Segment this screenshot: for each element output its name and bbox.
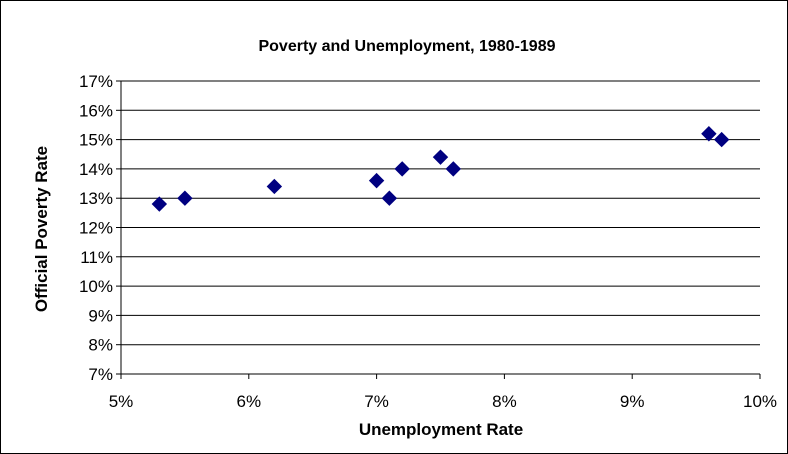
x-tick-label: 6%: [237, 392, 262, 411]
data-point: [434, 150, 448, 164]
y-tick-label: 13%: [79, 189, 113, 208]
y-axis-title: Official Poverty Rate: [32, 146, 51, 312]
y-tick-label: 15%: [79, 131, 113, 150]
y-tick-label: 17%: [79, 72, 113, 91]
grid-lines: [121, 81, 760, 374]
x-tick-label: 9%: [620, 392, 645, 411]
y-axis: 7% 8% 9% 10% 11% 12% 13% 14% 15% 16% 17%: [79, 72, 121, 384]
y-tick-label: 9%: [88, 306, 113, 325]
data-point: [382, 191, 396, 205]
data-point: [178, 191, 192, 205]
y-tick-label: 16%: [79, 101, 113, 120]
x-axis: 5% 6% 7% 8% 9% 10%: [109, 374, 777, 411]
y-tick-label: 11%: [80, 248, 113, 267]
data-point: [395, 162, 409, 176]
chart-title: Poverty and Unemployment, 1980-1989: [258, 38, 555, 55]
x-tick-label: 8%: [492, 392, 517, 411]
data-point: [715, 133, 729, 147]
data-point: [702, 127, 716, 141]
x-tick-label: 5%: [109, 392, 134, 411]
x-tick-label: 10%: [743, 392, 777, 411]
x-axis-title: Unemployment Rate: [359, 420, 523, 439]
y-tick-label: 12%: [79, 219, 113, 238]
y-tick-label: 8%: [88, 336, 113, 355]
data-point: [267, 179, 281, 193]
y-tick-label: 7%: [88, 365, 113, 384]
x-tick-label: 7%: [364, 392, 389, 411]
data-point: [370, 174, 384, 188]
y-tick-label: 14%: [79, 160, 113, 179]
data-point: [446, 162, 460, 176]
y-tick-label: 10%: [79, 277, 113, 296]
data-point: [152, 197, 166, 211]
